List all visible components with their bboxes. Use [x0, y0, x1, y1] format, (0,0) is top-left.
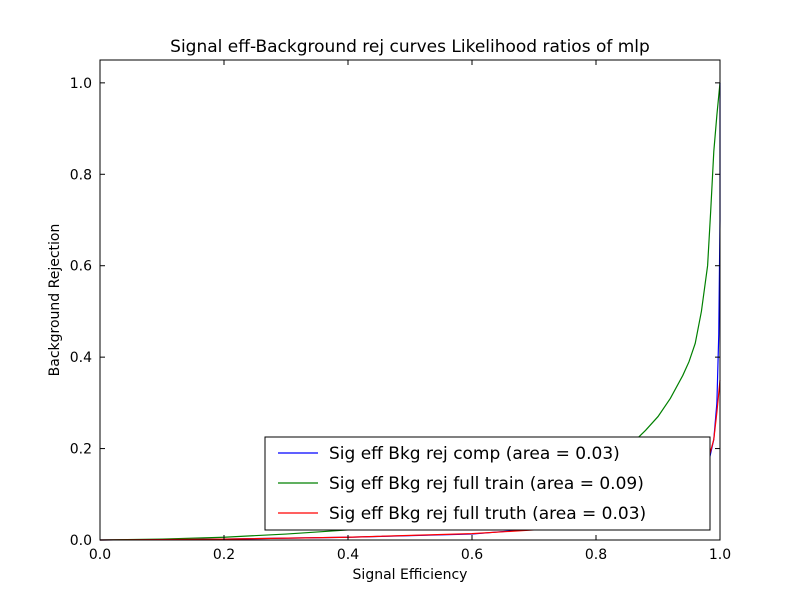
- y-tick-label: 0.8: [70, 167, 92, 183]
- plot-frame: [99, 59, 721, 541]
- x-tick-label: 0.0: [89, 547, 111, 563]
- legend-label-3: Sig eff Bkg rej full truth (area = 0.03): [329, 504, 646, 524]
- series-line-2: [99, 82, 721, 541]
- x-tick-label: 0.4: [337, 547, 359, 563]
- legend: Sig eff Bkg rej comp (area = 0.03) Sig ef…: [264, 436, 711, 531]
- ticks-layer: 0.0 0.2 0.4 0.6 0.8 1.0 0.0 0.2 0.4 0.6 0.8 1.0: [70, 60, 731, 563]
- legend-label-1: Sig eff Bkg rej comp (area = 0.03): [329, 444, 620, 464]
- y-tick-label: 0.2: [70, 442, 92, 458]
- x-tick-label: 0.8: [585, 547, 607, 563]
- legend-box: [264, 436, 711, 531]
- y-tick-label: 1.0: [70, 76, 92, 92]
- y-axis-label: Background Rejection: [47, 224, 63, 377]
- x-tick-label: 0.2: [213, 547, 235, 563]
- y-tick-label: 0.4: [70, 350, 92, 366]
- y-tick-label: 0.0: [70, 533, 92, 549]
- legend-label-2: Sig eff Bkg rej full train (area = 0.09): [329, 474, 644, 494]
- y-tick-label: 0.6: [70, 259, 92, 275]
- chart-title: Signal eff-Background rej curves Likelih…: [170, 37, 650, 57]
- x-axis-label: Signal Efficiency: [353, 567, 468, 583]
- x-tick-label: 1.0: [709, 547, 731, 563]
- x-tick-label: 0.6: [461, 547, 483, 563]
